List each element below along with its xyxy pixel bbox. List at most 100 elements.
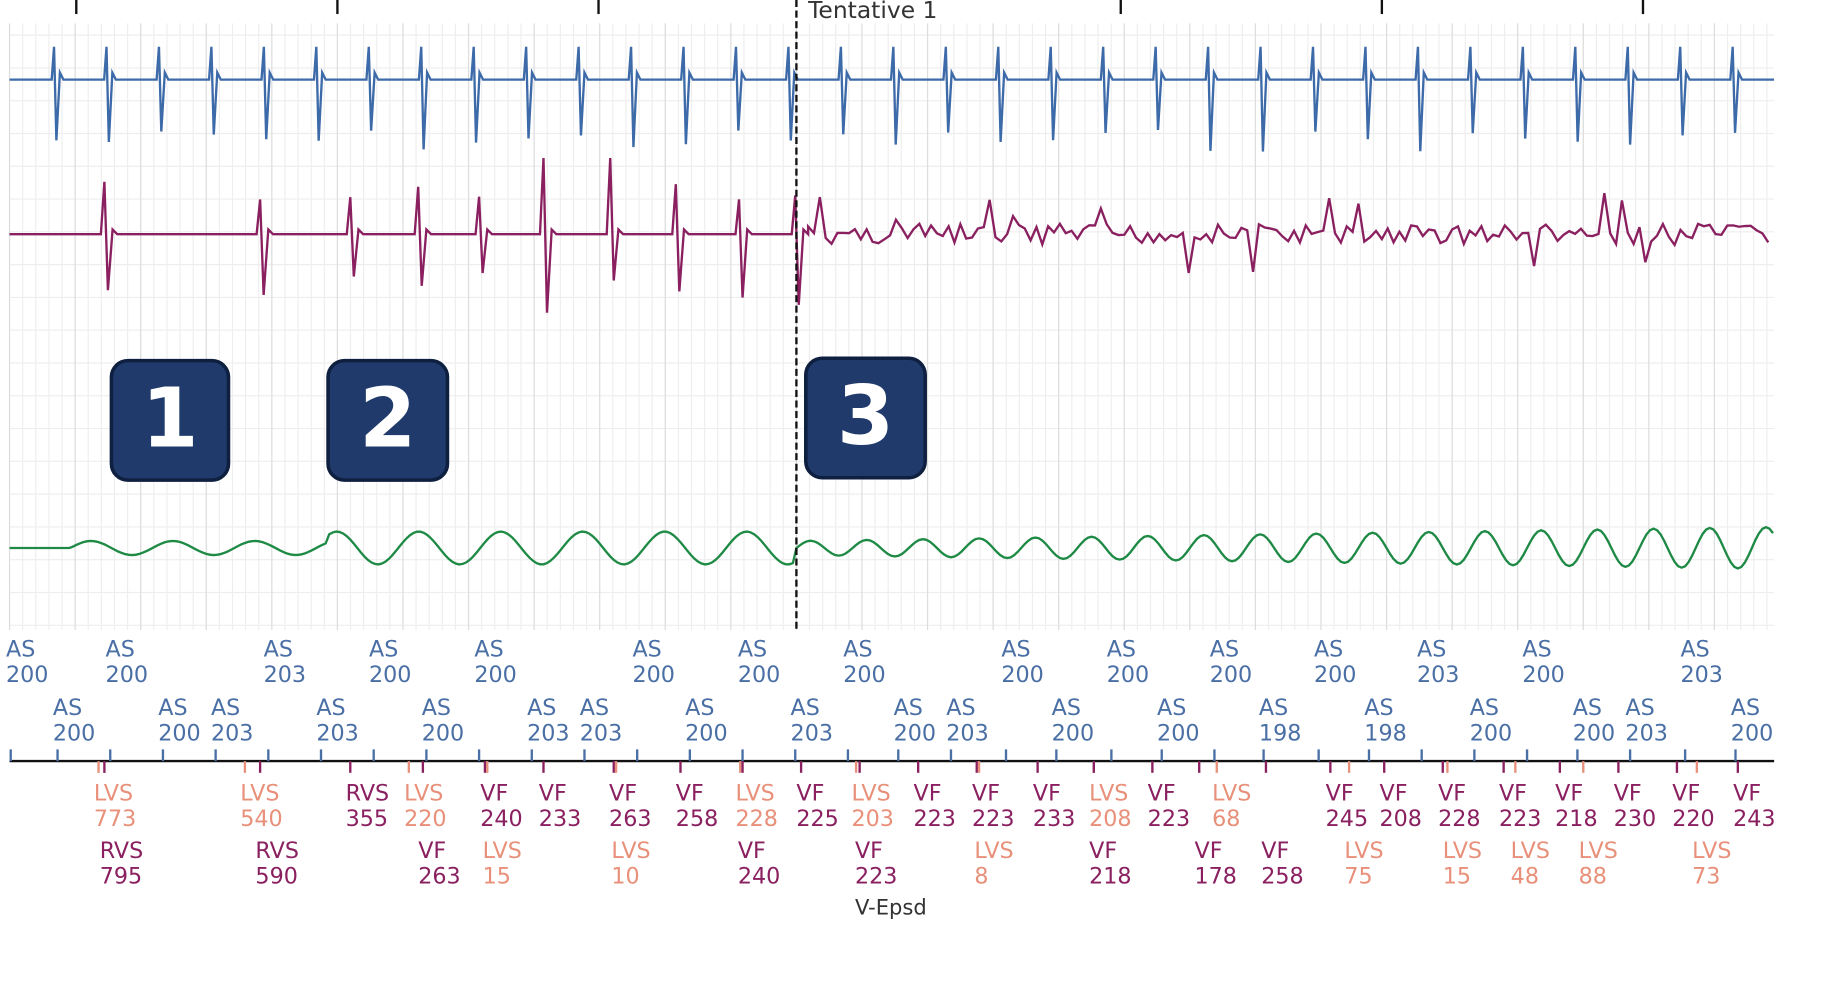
marker-interval: 200 — [106, 662, 148, 688]
marker-label: VF — [738, 838, 766, 864]
marker-label: VF — [796, 780, 824, 806]
marker-interval: 203 — [1625, 721, 1667, 747]
marker-label: RVS — [255, 838, 299, 864]
marker-interval: 218 — [1555, 806, 1597, 832]
marker-interval: 75 — [1344, 864, 1372, 890]
marker-label: AS — [1157, 695, 1186, 721]
marker-label: LVS — [1692, 838, 1731, 864]
marker-interval: 203 — [211, 721, 253, 747]
marker-label: VF — [539, 780, 567, 806]
marker-interval: 223 — [914, 806, 956, 832]
atrial-egm — [9, 46, 1775, 152]
grid — [8, 0, 1775, 630]
marker-label: VF — [1089, 838, 1117, 864]
marker-interval: 200 — [1573, 721, 1615, 747]
marker-label: LVS — [974, 838, 1013, 864]
badge-number: 1 — [141, 371, 198, 466]
marker-label: AS — [158, 695, 187, 721]
marker-label: AS — [791, 695, 820, 721]
marker-interval: 203 — [851, 806, 893, 832]
marker-interval: 88 — [1579, 864, 1607, 890]
marker-label: AS — [1522, 636, 1551, 662]
marker-label: AS — [894, 695, 923, 721]
marker-interval: 263 — [418, 864, 460, 890]
marker-label: AS — [580, 695, 609, 721]
marker-label: VF — [418, 838, 446, 864]
marker-interval: 208 — [1380, 806, 1422, 832]
marker-interval: 540 — [240, 806, 282, 832]
marker-label: VF — [1195, 838, 1223, 864]
marker-label: AS — [6, 636, 35, 662]
marker-label: AS — [1680, 636, 1709, 662]
marker-interval: 200 — [738, 662, 780, 688]
marker-interval: 240 — [738, 864, 780, 890]
marker-label: LVS — [611, 838, 650, 864]
marker-interval: 200 — [1731, 721, 1773, 747]
marker-interval: 200 — [685, 721, 727, 747]
marker-label: VF — [676, 780, 704, 806]
marker-label: VF — [1438, 780, 1466, 806]
marker-label: AS — [632, 636, 661, 662]
marker-interval: 15 — [1443, 864, 1471, 890]
badge: 1 — [109, 358, 231, 482]
marker-label: AS — [946, 695, 975, 721]
marker-label: VF — [1499, 780, 1527, 806]
marker-interval: 198 — [1259, 721, 1301, 747]
marker-label: AS — [316, 695, 345, 721]
marker-label: AS — [527, 695, 556, 721]
marker-interval: 795 — [100, 864, 142, 890]
marker-label: AS — [1210, 636, 1239, 662]
marker-label: LVS — [1511, 838, 1550, 864]
marker-label: AS — [685, 695, 714, 721]
marker-interval: 200 — [894, 721, 936, 747]
marker-interval: 243 — [1733, 806, 1775, 832]
marker-label: VF — [1033, 780, 1061, 806]
marker-interval: 223 — [1499, 806, 1541, 832]
marker-interval: 203 — [1417, 662, 1459, 688]
marker-interval: 245 — [1326, 806, 1368, 832]
marker-interval: 233 — [539, 806, 581, 832]
marker-interval: 258 — [676, 806, 718, 832]
marker-label: LVS — [1344, 838, 1383, 864]
marker-label: LVS — [1212, 780, 1251, 806]
marker-label: AS — [1417, 636, 1446, 662]
marker-interval: 773 — [94, 806, 136, 832]
marker-interval: 355 — [346, 806, 388, 832]
marker-interval: 200 — [369, 662, 411, 688]
marker-interval: 200 — [1470, 721, 1512, 747]
marker-label: VF — [914, 780, 942, 806]
marker-label: VF — [1614, 780, 1642, 806]
marker-label: VF — [1380, 780, 1408, 806]
marker-interval: 203 — [527, 721, 569, 747]
waveforms — [9, 46, 1775, 570]
episode-label: V-Epsd — [855, 895, 927, 920]
marker-interval: 223 — [855, 864, 897, 890]
marker-interval: 200 — [843, 662, 885, 688]
marker-interval: 200 — [422, 721, 464, 747]
markers: AS200AS200AS203AS200AS200AS200AS200AS200… — [6, 636, 1775, 890]
marker-interval: 228 — [1438, 806, 1480, 832]
marker-label: VF — [1733, 780, 1761, 806]
marker-interval: 233 — [1033, 806, 1075, 832]
far-field-egm — [9, 525, 1774, 570]
marker-label: LVS — [1089, 780, 1128, 806]
marker-interval: 263 — [609, 806, 651, 832]
badge: 3 — [804, 356, 927, 480]
marker-label: AS — [1107, 636, 1136, 662]
marker-label: AS — [369, 636, 398, 662]
marker-interval: 203 — [264, 662, 306, 688]
marker-label: VF — [609, 780, 637, 806]
marker-interval: 178 — [1195, 864, 1237, 890]
marker-interval: 73 — [1692, 864, 1720, 890]
marker-interval: 218 — [1089, 864, 1131, 890]
marker-label: VF — [855, 838, 883, 864]
marker-interval: 200 — [1052, 721, 1094, 747]
marker-label: AS — [1364, 695, 1393, 721]
marker-label: AS — [1052, 695, 1081, 721]
marker-label: LVS — [404, 780, 443, 806]
marker-interval: 200 — [474, 662, 516, 688]
marker-interval: 200 — [1314, 662, 1356, 688]
marker-label: AS — [1625, 695, 1654, 721]
marker-interval: 200 — [632, 662, 674, 688]
